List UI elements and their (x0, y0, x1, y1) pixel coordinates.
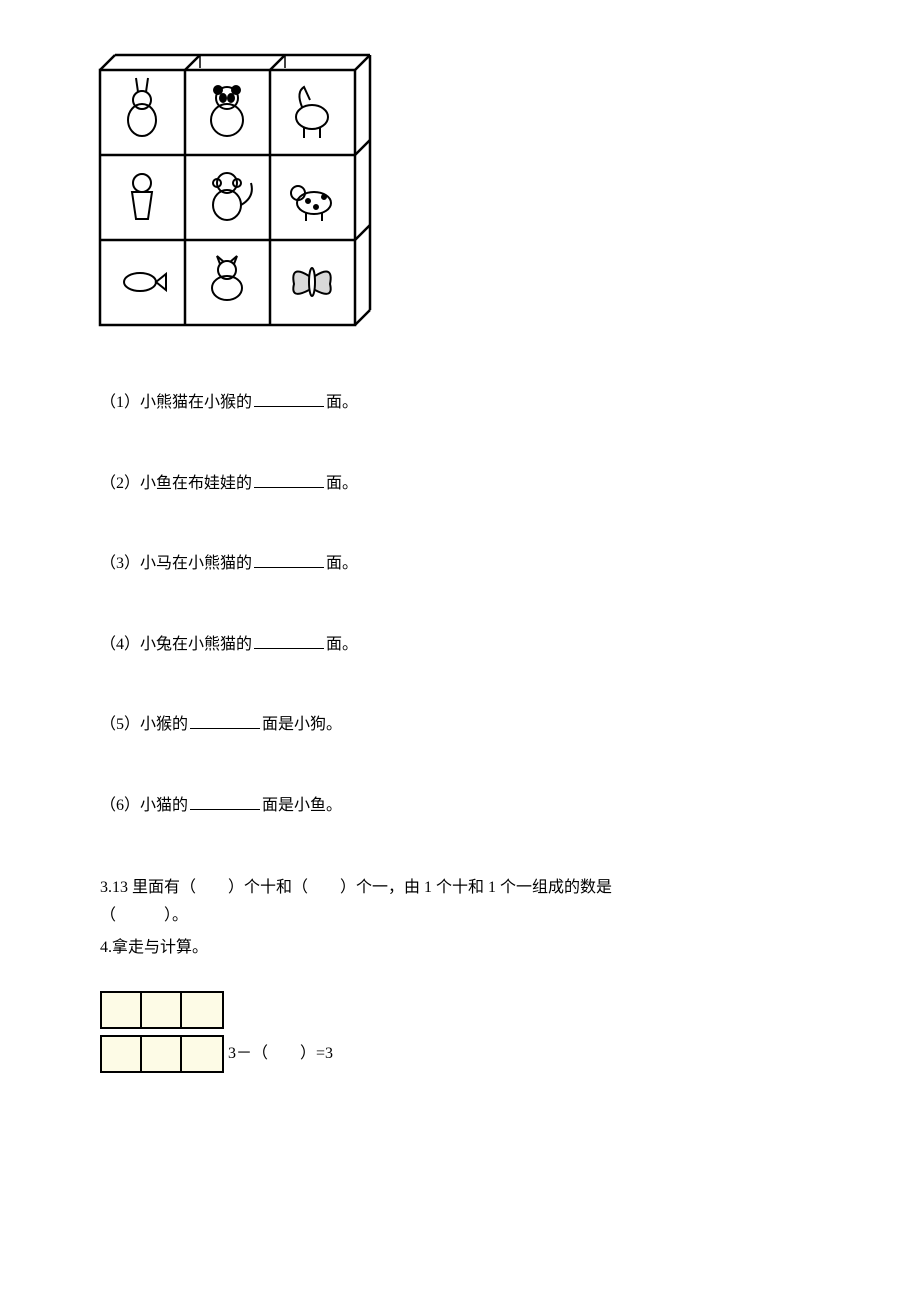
q1-pre: 小熊猫在小猴的 (140, 394, 252, 411)
q6-num: （6） (100, 797, 140, 814)
q1-num: （1） (100, 394, 140, 411)
question-6: （6）小猫的 面是小鱼。 (100, 793, 820, 819)
q4-post: 面。 (326, 636, 358, 653)
box (182, 993, 222, 1027)
problem-4-boxes: 3－（ ）=3 (100, 991, 820, 1073)
q1-blank[interactable] (254, 391, 324, 407)
shelf-svg (90, 40, 380, 330)
box (102, 993, 142, 1027)
q3-blank[interactable] (254, 552, 324, 568)
q4-blank[interactable] (254, 633, 324, 649)
p4-num: 4. (100, 939, 112, 956)
p3-text-b: （ ）。 (100, 907, 188, 924)
p3-num: 3. (100, 879, 112, 896)
problem-3: 3.13 里面有（ ）个十和（ ）个一，由 1 个十和 1 个一组成的数是 （ … (100, 874, 820, 932)
q3-pre: 小马在小熊猫的 (140, 555, 252, 572)
q2-num: （2） (100, 475, 140, 492)
question-5: （5）小猴的 面是小狗。 (100, 712, 820, 738)
question-2: （2）小鱼在布娃娃的 面。 (100, 471, 820, 497)
q5-num: （5） (100, 716, 140, 733)
boxes-group-1 (100, 991, 224, 1029)
box (142, 1037, 182, 1071)
question-4: （4）小兔在小熊猫的 面。 (100, 632, 820, 658)
shelf-diagram (90, 40, 820, 330)
q5-post: 面是小狗。 (262, 716, 342, 733)
question-3: （3）小马在小熊猫的 面。 (100, 551, 820, 577)
q1-post: 面。 (326, 394, 358, 411)
q5-pre: 小猴的 (140, 716, 188, 733)
q2-pre: 小鱼在布娃娃的 (140, 475, 252, 492)
q6-post: 面是小鱼。 (262, 797, 342, 814)
box (102, 1037, 142, 1071)
p3-text-a: 13 里面有（ ）个十和（ ）个一，由 1 个十和 1 个一组成的数是 (112, 879, 612, 896)
boxes-row-2: 3－（ ）=3 (100, 1035, 820, 1073)
question-1: （1）小熊猫在小猴的 面。 (100, 390, 820, 416)
boxes-group-2 (100, 1035, 224, 1073)
q4-pre: 小兔在小熊猫的 (140, 636, 252, 653)
p4-equation: 3－（ ）=3 (228, 1041, 333, 1067)
box (142, 993, 182, 1027)
q2-post: 面。 (326, 475, 358, 492)
q3-num: （3） (100, 555, 140, 572)
q5-blank[interactable] (190, 713, 260, 729)
boxes-row-1 (100, 991, 820, 1029)
p4-title-text: 拿走与计算。 (112, 939, 208, 956)
q4-num: （4） (100, 636, 140, 653)
problem-4-title: 4.拿走与计算。 (100, 935, 820, 961)
q3-post: 面。 (326, 555, 358, 572)
q6-blank[interactable] (190, 794, 260, 810)
q2-blank[interactable] (254, 472, 324, 488)
q6-pre: 小猫的 (140, 797, 188, 814)
box (182, 1037, 222, 1071)
